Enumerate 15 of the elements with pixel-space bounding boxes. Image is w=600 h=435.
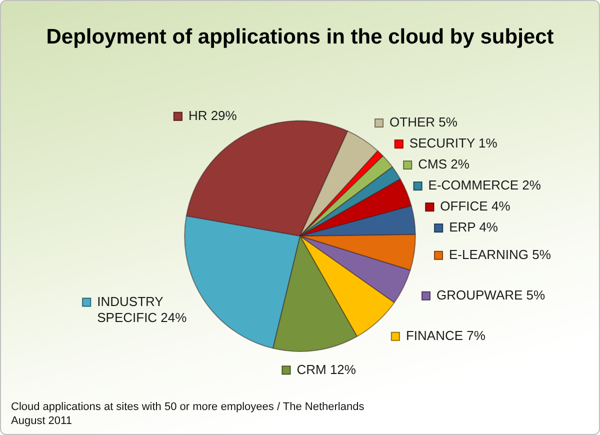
legend-label: INDUSTRY SPECIFIC 24% — [97, 294, 188, 325]
text: Cloud applications at sites with 50 or more employees / The Netherlands — [11, 400, 364, 414]
legend-label: E-LEARNING 5% — [449, 246, 552, 262]
legend-label: CRM 12% — [296, 362, 356, 377]
legend-label: CMS 2% — [418, 156, 470, 172]
legend-label: FINANCE 7% — [406, 328, 486, 343]
legend-label: GROUPWARE 5% — [436, 287, 546, 302]
legend-label: E-COMMERCE 2% — [428, 178, 542, 193]
chart-title: Deployment of applications in the cloud by subject — [46, 25, 554, 48]
legend-label: OFFICE 4% — [440, 198, 511, 214]
text: August 2011 — [11, 414, 73, 428]
legend-label: OTHER 5% — [390, 114, 458, 130]
legend-label: ERP 4% — [449, 220, 498, 235]
legend-label: HR 29% — [188, 108, 238, 123]
legend-label: SECURITY 1% — [409, 136, 498, 151]
